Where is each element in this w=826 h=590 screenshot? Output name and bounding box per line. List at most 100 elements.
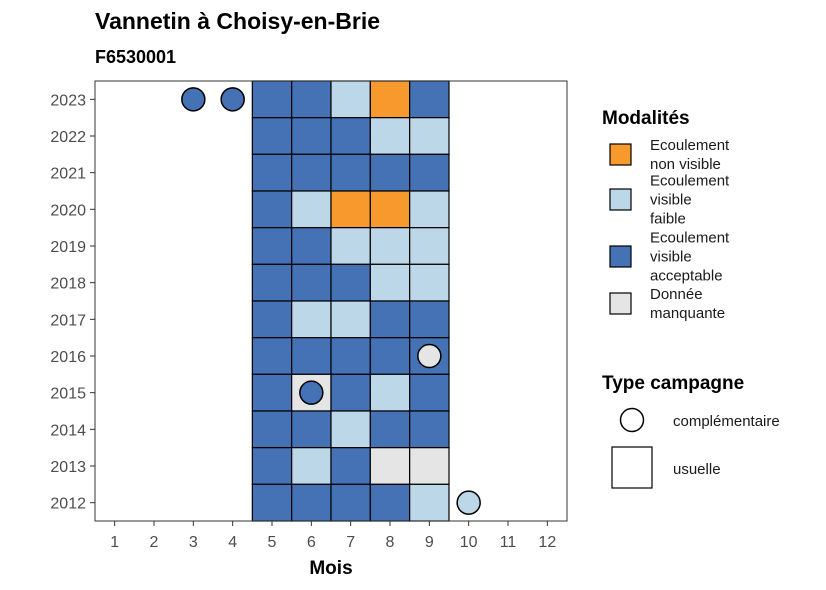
legend-label-nv: non visible	[650, 156, 721, 173]
complementaire-point-2015-6	[299, 380, 324, 405]
cell-2012-9	[409, 483, 450, 522]
legend-key-va	[609, 245, 632, 268]
chart-title: Vannetin à Choisy-en-Brie	[95, 8, 380, 34]
cell-2019-7	[330, 227, 371, 265]
x-tick-label: 11	[500, 534, 517, 551]
x-axis: 1 2 3 4 5 6 7 8 9 10 11 12	[110, 521, 556, 551]
cell-2023-7	[330, 80, 371, 119]
cell-2018-5	[251, 263, 293, 302]
cell-2021-7	[330, 153, 371, 192]
cell-2014-6	[291, 410, 332, 449]
legend-label-va: visible	[650, 249, 692, 266]
cell-2012-8	[369, 483, 411, 522]
legend-key-complementaire	[619, 407, 645, 433]
cell-2018-6	[291, 263, 332, 302]
y-tick-label: 2017	[50, 312, 86, 329]
cell-2017-6	[291, 300, 332, 339]
cell-2016-6	[291, 337, 332, 375]
x-tick-label: 1	[110, 534, 119, 551]
y-tick-label: 2020	[50, 202, 86, 219]
cell-2019-9	[409, 227, 450, 265]
y-tick-label: 2022	[50, 129, 86, 146]
legend-label-vf: Ecoulement	[650, 173, 730, 190]
y-tick-label: 2021	[50, 166, 86, 183]
cell-2023-5	[251, 80, 293, 119]
cell-2014-7	[330, 410, 371, 449]
x-tick-label: 6	[307, 534, 316, 551]
x-axis-title: Mois	[309, 558, 352, 579]
complementaire-point-2023-3	[181, 87, 206, 112]
cell-2018-8	[369, 263, 411, 302]
cell-2022-8	[369, 117, 411, 155]
legend-label-usuelle: usuelle	[673, 461, 721, 478]
legend-key-dm	[609, 292, 632, 315]
cell-2019-5	[251, 227, 293, 265]
x-tick-label: 5	[268, 534, 277, 551]
cell-2022-9	[409, 117, 450, 155]
y-tick-label: 2014	[50, 422, 86, 439]
cell-2017-7	[330, 300, 371, 339]
circles-layer	[181, 87, 481, 515]
x-tick-label: 9	[425, 534, 434, 551]
cell-2022-6	[291, 117, 332, 155]
cell-2020-6	[291, 190, 332, 229]
legend-label-vf: faible	[650, 211, 686, 228]
y-tick-label: 2019	[50, 239, 86, 256]
x-tick-label: 4	[228, 534, 237, 551]
cell-2017-9	[409, 300, 450, 339]
cell-2020-5	[251, 190, 293, 229]
cell-2021-6	[291, 153, 332, 192]
legend-key-nv	[609, 143, 632, 166]
y-tick-label: 2013	[50, 459, 86, 476]
cell-2017-8	[369, 300, 411, 339]
cell-2023-8	[369, 80, 411, 119]
complementaire-point-2012-10	[456, 490, 481, 515]
legend-label-va: acceptable	[650, 268, 723, 285]
cell-2013-7	[330, 447, 371, 485]
x-tick-label: 12	[538, 534, 556, 551]
y-tick-label: 2012	[50, 496, 86, 513]
cell-2023-9	[409, 80, 450, 119]
cells-layer	[251, 80, 450, 522]
x-tick-label: 8	[386, 534, 395, 551]
cell-2012-7	[330, 483, 371, 522]
complementaire-point-2023-4	[220, 87, 245, 112]
y-tick-label: 2018	[50, 276, 86, 293]
cell-2020-8	[369, 190, 411, 229]
cell-2015-5	[251, 373, 293, 412]
cell-2018-7	[330, 263, 371, 302]
cell-2012-5	[251, 483, 293, 522]
x-tick-label: 7	[346, 534, 355, 551]
x-tick-label: 2	[150, 534, 159, 551]
legend-label-nv: Ecoulement	[650, 137, 730, 154]
legend-label-va: Ecoulement	[650, 230, 730, 247]
cell-2016-7	[330, 337, 371, 375]
cell-2022-7	[330, 117, 371, 155]
cell-2021-8	[369, 153, 411, 192]
cell-2015-7	[330, 373, 371, 412]
cell-2015-8	[369, 373, 411, 412]
cell-2020-7	[330, 190, 371, 229]
legend-title-modalites: Modalités	[602, 108, 690, 129]
legend-label-complementaire: complémentaire	[673, 413, 780, 430]
y-tick-label: 2023	[50, 92, 86, 109]
legend-title-campagne: Type campagne	[602, 373, 744, 394]
x-tick-label: 10	[460, 534, 478, 551]
cell-2014-8	[369, 410, 411, 449]
cell-2019-8	[369, 227, 411, 265]
y-tick-label: 2016	[50, 349, 86, 366]
cell-2013-6	[291, 447, 332, 485]
complementaire-point-2016-9	[417, 343, 442, 369]
legend-key-vf	[609, 188, 632, 211]
legend-label-dm: manquante	[650, 305, 725, 322]
legend-label-vf: visible	[650, 192, 692, 209]
cell-2017-5	[251, 300, 293, 339]
y-tick-label: 2015	[50, 386, 86, 403]
x-tick-label: 3	[189, 534, 198, 551]
cell-2014-9	[409, 410, 450, 449]
y-axis: 2012 2013 2014 2015 2016 2017 2018 2019 2020 2021…	[50, 92, 95, 513]
chart-subtitle: F6530001	[95, 47, 176, 67]
legend-label-dm: Donnée	[650, 286, 703, 303]
